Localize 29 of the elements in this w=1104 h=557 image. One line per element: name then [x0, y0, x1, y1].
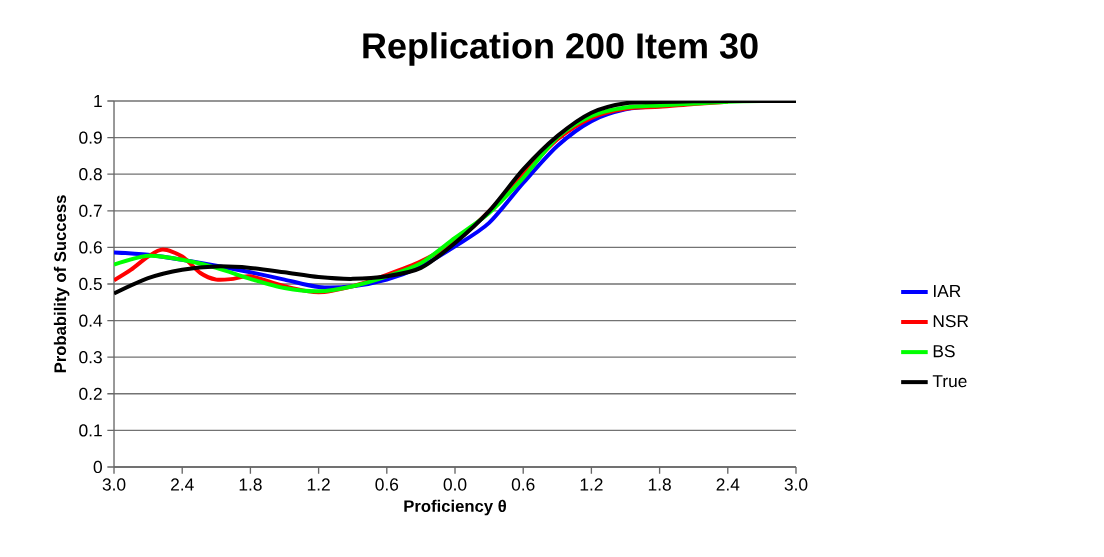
legend-label: True [932, 375, 967, 388]
x-tick-label: 1.8 [239, 478, 262, 491]
x-tick-label: 0.6 [511, 478, 535, 491]
y-tick-label: 0.2 [79, 387, 102, 400]
x-tick-label: 3.0 [784, 478, 808, 491]
x-tick-label: 1.8 [648, 478, 671, 491]
y-axis-title: Probability of Success [53, 195, 70, 373]
y-tick-label: 1 [94, 95, 102, 107]
x-tick-label: 2.4 [716, 478, 740, 491]
x-tick-label: 1.2 [580, 478, 603, 491]
x-tick-label: 0.6 [375, 478, 399, 491]
chart-title: Replication 200 Item 30 [363, 32, 758, 66]
x-tick-label: 1.2 [307, 478, 330, 491]
x-tick-label: 0.0 [443, 478, 467, 491]
y-tick-label: 0.9 [79, 131, 102, 144]
x-axis-title: Proficiency θ [404, 499, 506, 516]
y-tick-label: 0.7 [79, 204, 102, 217]
y-tick-label: 0.6 [79, 241, 102, 254]
y-tick-label: 0.8 [79, 168, 102, 181]
legend-label: BS [933, 345, 955, 358]
x-tick-label: 2.4 [171, 478, 194, 491]
y-tick-label: 0.3 [79, 351, 102, 364]
y-tick-label: 0.1 [79, 424, 102, 437]
y-tick-label: 0 [93, 460, 102, 474]
x-tick-label: 3.0 [102, 478, 126, 491]
legend-label: NSR [933, 314, 969, 328]
y-tick-label: 0.4 [79, 314, 103, 327]
legend-label: IAR [933, 285, 961, 297]
y-tick-label: 0.5 [79, 277, 102, 291]
